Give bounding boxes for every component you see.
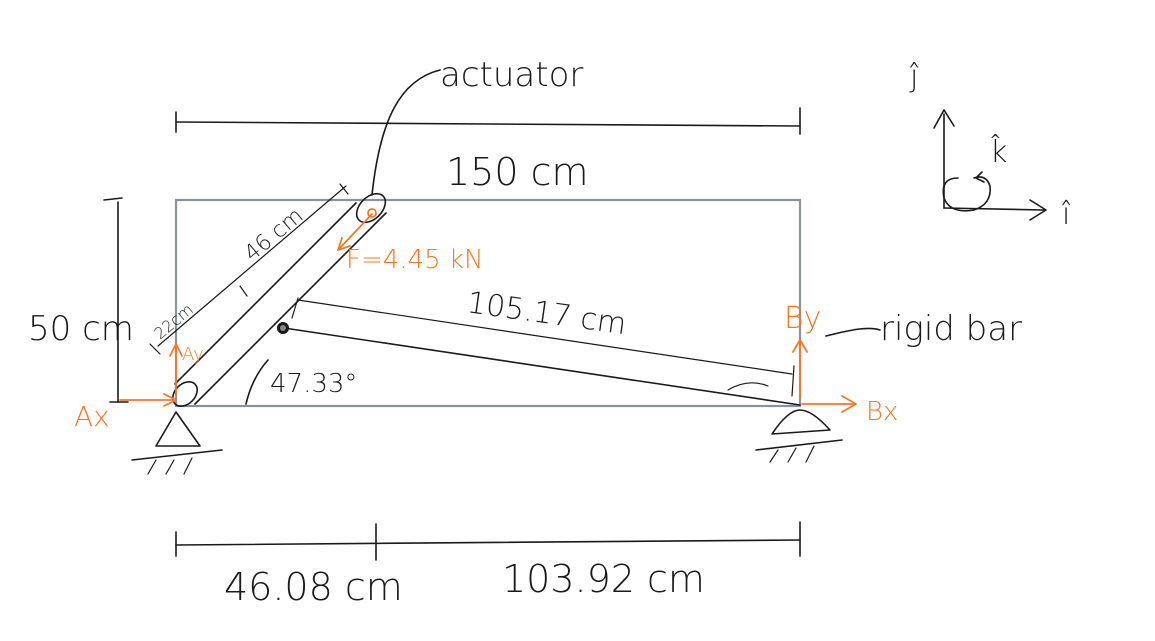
right-segment-label: 103.92 cm <box>502 557 705 601</box>
force-arrow <box>337 213 373 251</box>
coordinate-axes <box>933 109 1047 221</box>
bottom-dimension <box>175 521 801 561</box>
actuator-body <box>172 192 387 407</box>
height-label: 50 cm <box>28 309 134 349</box>
ax-arrow <box>119 393 177 407</box>
k-axis-label: k̂ <box>990 134 1007 170</box>
rigid-bar <box>277 322 801 406</box>
top-dimension <box>175 107 801 135</box>
by-arrow <box>792 339 808 399</box>
left-support <box>131 411 223 475</box>
ax-label: Ax <box>74 400 110 433</box>
actuator-dimensions <box>149 183 349 355</box>
height-dimension <box>103 197 129 403</box>
ay-arrow <box>169 343 183 395</box>
actuator-label: actuator <box>440 55 583 95</box>
ay-label: Ay <box>182 344 204 365</box>
top-length-label: 150 cm <box>446 150 589 194</box>
i-axis-label: î <box>1061 197 1071 232</box>
rigid-bar-label: rigid bar <box>880 309 1022 349</box>
bx-label: Bx <box>866 397 898 427</box>
actuator-lower-label: 22cm <box>150 300 196 343</box>
frame-rectangle <box>174 198 802 408</box>
rigid-bar-length-label: 105.17 cm <box>465 285 629 342</box>
angle-label: 47.33° <box>270 369 357 399</box>
right-support <box>755 409 843 463</box>
force-label: F=4.45 kN <box>346 245 483 275</box>
j-axis-label: ĵ <box>909 59 919 94</box>
bx-arrow <box>801 395 857 413</box>
by-label: By <box>784 301 821 336</box>
actuator-leader-line <box>371 69 441 196</box>
actuator-upper-label: 46 cm <box>240 203 309 266</box>
angle-arc <box>245 359 269 405</box>
rigid-bar-leader-line <box>825 327 881 337</box>
rigid-bar-dimension <box>291 297 795 397</box>
left-segment-label: 46.08 cm <box>224 565 403 609</box>
